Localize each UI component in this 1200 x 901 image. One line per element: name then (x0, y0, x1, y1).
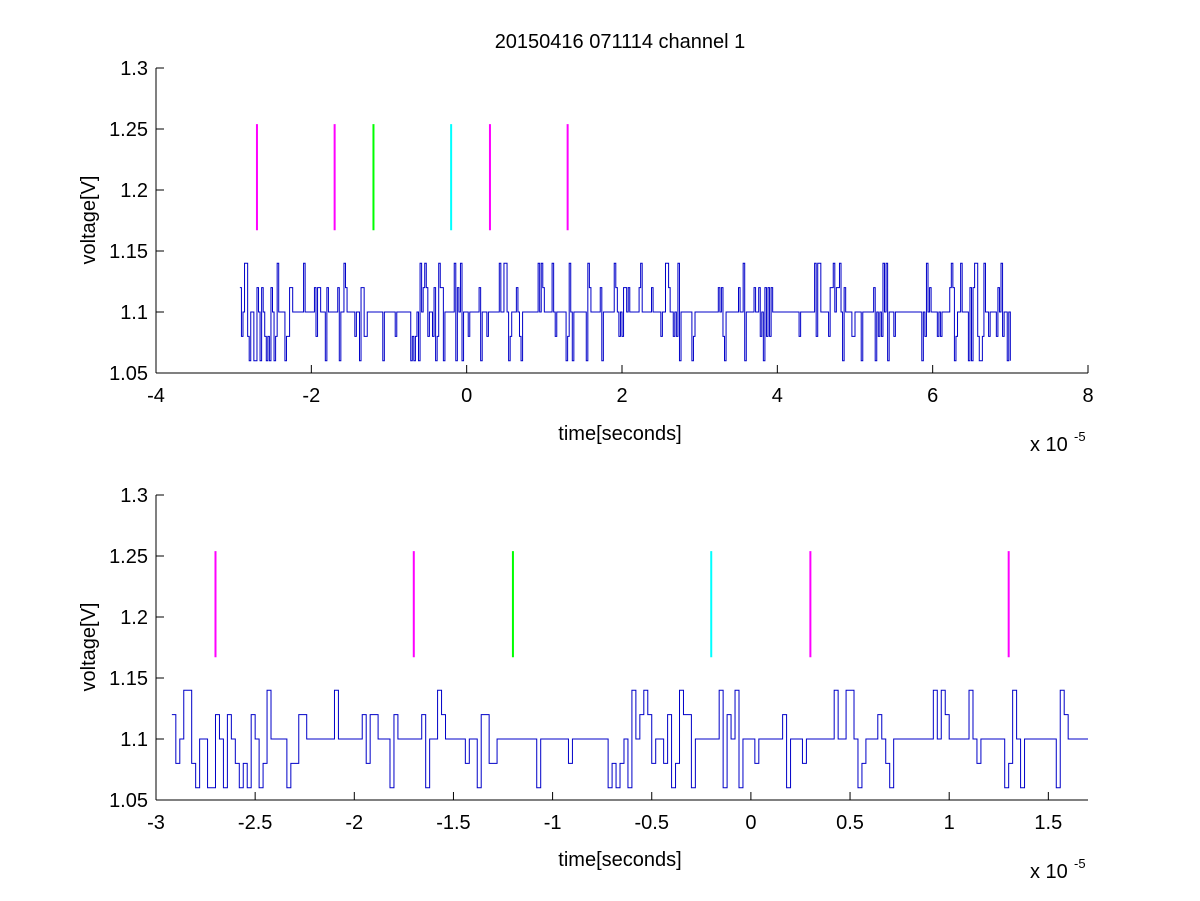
bottom-x-tick-label: -1 (544, 812, 562, 834)
top-x-tick-label: -4 (147, 385, 165, 407)
bottom-x-exponent-power: -5 (1074, 856, 1086, 871)
top-x-axis-label: time[seconds] (558, 423, 681, 445)
top-y-tick-label: 1.25 (109, 119, 148, 141)
bottom-y-tick-label: 1.3 (120, 485, 148, 507)
bottom-y-axis-label: voltage[V] (78, 603, 100, 692)
bottom-y-tick-label: 1.25 (109, 546, 148, 568)
top-x-exponent-power: -5 (1074, 429, 1086, 444)
top-y-axis-label: voltage[V] (78, 176, 100, 265)
bottom-y-tick-label: 1.05 (109, 790, 148, 812)
bottom-x-tick-label: 0 (745, 812, 756, 834)
top-y-tick-label: 1.05 (109, 363, 148, 385)
bottom-x-tick-label: 1.5 (1034, 812, 1062, 834)
top-subplot: 20150416 071114 channel 1 -4 -2 0 2 4 6 8 1.05… (78, 31, 1094, 456)
top-x-tick-label: 0 (461, 385, 472, 407)
bottom-x-tick-label: -2 (345, 812, 363, 834)
bottom-markers-layer (214, 551, 1010, 658)
top-y-tick-label: 1.15 (109, 241, 148, 263)
top-signal-layer (239, 262, 1011, 362)
bottom-x-tick-label: 0.5 (836, 812, 864, 834)
top-x-tick-label: 4 (772, 385, 783, 407)
bottom-y-tick-label: 1.1 (120, 729, 148, 751)
top-chart-title: 20150416 071114 channel 1 (495, 31, 746, 53)
bottom-y-ticks: 1.05 1.1 1.15 1.2 1.25 1.3 (109, 485, 164, 812)
bottom-y-tick-label: 1.2 (120, 607, 148, 629)
bottom-x-tick-label: -3 (147, 812, 165, 834)
top-x-tick-label: 8 (1082, 385, 1093, 407)
top-y-ticks: 1.05 1.1 1.15 1.2 1.25 1.3 (109, 58, 164, 385)
top-markers-layer (255, 124, 569, 231)
bottom-signal-layer (171, 689, 1088, 789)
top-x-tick-label: 2 (616, 385, 627, 407)
top-x-exponent-label: x 10 (1030, 434, 1068, 456)
top-x-ticks: -4 -2 0 2 4 6 8 (147, 365, 1094, 407)
top-signal-trace (239, 262, 1011, 362)
top-x-tick-label: 6 (927, 385, 938, 407)
top-y-tick-label: 1.2 (120, 180, 148, 202)
top-y-tick-label: 1.1 (120, 302, 148, 324)
bottom-x-exponent-label: x 10 (1030, 861, 1068, 883)
top-y-tick-label: 1.3 (120, 58, 148, 80)
bottom-x-axis-label: time[seconds] (558, 849, 681, 871)
bottom-x-tick-label: -2.5 (238, 812, 272, 834)
bottom-x-ticks: -3 -2.5 -2 -1.5 -1 -0.5 0 0.5 1 1.5 (147, 792, 1062, 834)
bottom-x-tick-label: 1 (944, 812, 955, 834)
bottom-signal-trace (171, 689, 1088, 789)
bottom-x-tick-label: -1.5 (436, 812, 470, 834)
bottom-x-tick-label: -0.5 (635, 812, 669, 834)
bottom-y-tick-label: 1.15 (109, 668, 148, 690)
top-x-tick-label: -2 (302, 385, 320, 407)
bottom-subplot: -3 -2.5 -2 -1.5 -1 -0.5 0 0.5 1 1.5 1.051.11.151.… (78, 485, 1088, 883)
